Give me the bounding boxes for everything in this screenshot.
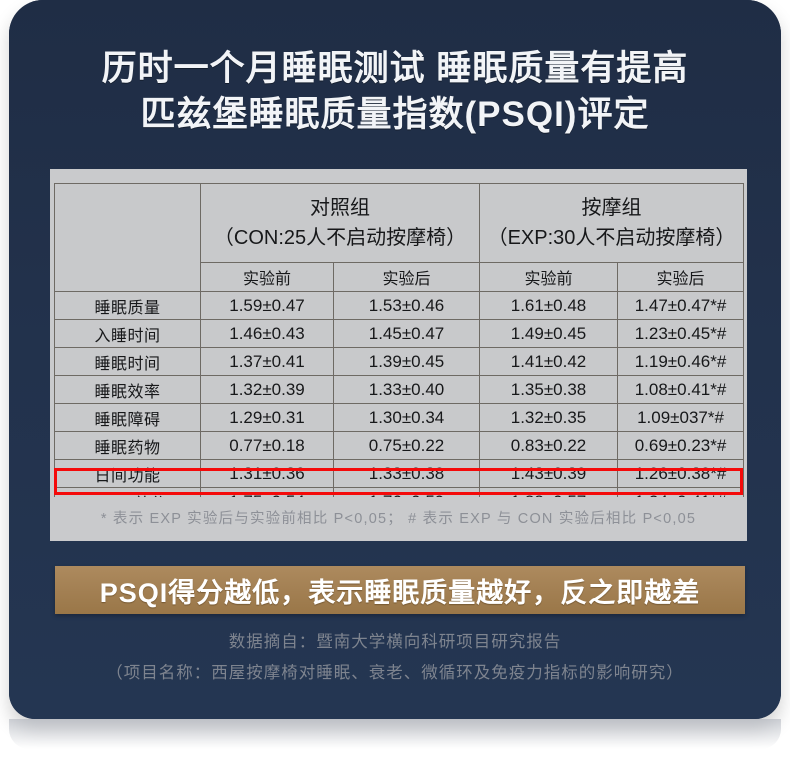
subheader-exp-pre: 实验前 xyxy=(479,262,618,292)
cell-exp-pre: 1.43±0.39 xyxy=(479,459,618,488)
group-control-name: 对照组 xyxy=(310,197,370,219)
group-massage-detail: （EXP:30人不启动按摩椅） xyxy=(487,227,736,249)
cell-exp-pre: 1.49±0.45 xyxy=(479,319,618,348)
group-header-control: 对照组 （CON:25人不启动按摩椅） xyxy=(200,183,480,263)
table-row: 睡眠药物 0.77±0.18 0.75±0.22 0.83±0.22 0.69±… xyxy=(54,431,745,460)
cell-exp-post: 1.08±0.41*# xyxy=(616,375,745,404)
table-head: 对照组 （CON:25人不启动按摩椅） 按摩组 （EXP:30人不启动按摩椅） … xyxy=(54,183,745,292)
table-row: 日间功能 1.31±0.36 1.33±0.38 1.43±0.39 1.26±… xyxy=(54,459,745,488)
cell-exp-post: 1.19±0.46*# xyxy=(616,347,745,376)
title-line-2: 匹兹堡睡眠质量指数(PSQI)评定 xyxy=(140,95,650,134)
cell-con-post: 1.39±0.45 xyxy=(333,347,480,376)
cell-exp-post: 1.09±037*# xyxy=(616,403,745,432)
cell-con-post: 1.45±0.47 xyxy=(333,319,480,348)
cell-exp-pre: 1.32±0.35 xyxy=(479,403,618,432)
cell-con-post: 0.75±0.22 xyxy=(333,431,480,460)
row-label: 睡眠时间 xyxy=(54,347,201,376)
subheader-con-pre: 实验前 xyxy=(200,262,334,292)
conclusion-banner: PSQI得分越低，表示睡眠质量越好，反之即越差 xyxy=(55,566,745,614)
footnote-text: * 表示 EXP 实验后与实验前相比 P<0,05； # 表示 EXP 与 CO… xyxy=(100,511,697,527)
cell-con-post: 1.30±0.34 xyxy=(333,403,480,432)
subheader-con-post: 实验后 xyxy=(333,262,480,292)
cell-con-pre: 1.59±0.47 xyxy=(200,291,334,320)
table-top-strip xyxy=(50,169,747,183)
row-label: 睡眠质量 xyxy=(54,291,201,320)
table-subheader-row: 实验前 实验后 实验前 实验后 xyxy=(55,262,745,292)
cell-exp-post: 1.47±0.47*# xyxy=(616,291,745,320)
cell-con-pre: 1.29±0.31 xyxy=(200,403,334,432)
panel-bottom-shadow xyxy=(9,719,781,749)
cell-con-pre: 1.32±0.39 xyxy=(200,375,334,404)
group-control-detail: （CON:25人不启动按摩椅） xyxy=(213,227,467,249)
cell-con-pre: 0.77±0.18 xyxy=(200,431,334,460)
table-group-header-row: 对照组 （CON:25人不启动按摩椅） 按摩组 （EXP:30人不启动按摩椅） xyxy=(54,183,745,292)
subheader-exp-post: 实验后 xyxy=(616,262,745,292)
source-line-1: 数据摘自：暨南大学横向科研项目研究报告 xyxy=(228,633,562,651)
cell-con-pre: 1.31±0.36 xyxy=(200,459,334,488)
table-footnote: * 表示 EXP 实验后与实验前相比 P<0,05； # 表示 EXP 与 CO… xyxy=(50,497,747,541)
table-corner-cell xyxy=(54,183,201,292)
source-line-2: （项目名称：西屋按摩椅对睡眠、衰老、微循环及免疫力指标的影响研究） xyxy=(106,664,684,682)
cell-exp-pre: 1.41±0.42 xyxy=(479,347,618,376)
table-row: 睡眠障碍 1.29±0.31 1.30±0.34 1.32±0.35 1.09±… xyxy=(54,403,745,432)
page-title: 历时一个月睡眠测试 睡眠质量有提高 匹兹堡睡眠质量指数(PSQI)评定 xyxy=(9,46,781,138)
group-massage-name: 按摩组 xyxy=(581,197,642,219)
row-label: 睡眠障碍 xyxy=(54,403,201,432)
source-credit: 数据摘自：暨南大学横向科研项目研究报告 （项目名称：西屋按摩椅对睡眠、衰老、微循… xyxy=(9,627,781,689)
row-label: 日间功能 xyxy=(54,459,201,488)
dark-panel: 历时一个月睡眠测试 睡眠质量有提高 匹兹堡睡眠质量指数(PSQI)评定 xyxy=(9,0,781,719)
row-label: 入睡时间 xyxy=(54,319,201,348)
table-row: 睡眠时间 1.37±0.41 1.39±0.45 1.41±0.42 1.19±… xyxy=(54,347,745,376)
cell-exp-pre: 1.61±0.48 xyxy=(479,291,618,320)
cell-con-post: 1.33±0.38 xyxy=(333,459,480,488)
cell-con-post: 1.33±0.40 xyxy=(333,375,480,404)
row-label: 睡眠药物 xyxy=(54,431,201,460)
row-label: 睡眠效率 xyxy=(54,375,201,404)
title-line-1: 历时一个月睡眠测试 睡眠质量有提高 xyxy=(101,49,689,88)
cell-exp-post: 1.23±0.45*# xyxy=(616,319,745,348)
cell-con-post: 1.53±0.46 xyxy=(333,291,480,320)
psqi-table-block: 对照组 （CON:25人不启动按摩椅） 按摩组 （EXP:30人不启动按摩椅） … xyxy=(50,169,747,516)
table-row: 睡眠质量 1.59±0.47 1.53±0.46 1.61±0.48 1.47±… xyxy=(54,291,745,320)
table-body: 睡眠质量 1.59±0.47 1.53±0.46 1.61±0.48 1.47±… xyxy=(54,291,745,516)
table-row: 入睡时间 1.46±0.43 1.45±0.47 1.49±0.45 1.23±… xyxy=(54,319,745,348)
cell-con-pre: 1.46±0.43 xyxy=(200,319,334,348)
cell-exp-pre: 0.83±0.22 xyxy=(479,431,618,460)
table-row: 睡眠效率 1.32±0.39 1.33±0.40 1.35±0.38 1.08±… xyxy=(54,375,745,404)
cell-exp-post: 0.69±0.23*# xyxy=(616,431,745,460)
conclusion-banner-text: PSQI得分越低，表示睡眠质量越好，反之即越差 xyxy=(99,577,701,608)
cell-exp-pre: 1.35±0.38 xyxy=(479,375,618,404)
group-header-massage: 按摩组 （EXP:30人不启动按摩椅） xyxy=(478,183,745,263)
cell-exp-post: 1.26±0.38*# xyxy=(616,459,745,488)
psqi-table: 对照组 （CON:25人不启动按摩椅） 按摩组 （EXP:30人不启动按摩椅） … xyxy=(54,183,745,516)
cell-con-pre: 1.37±0.41 xyxy=(200,347,334,376)
